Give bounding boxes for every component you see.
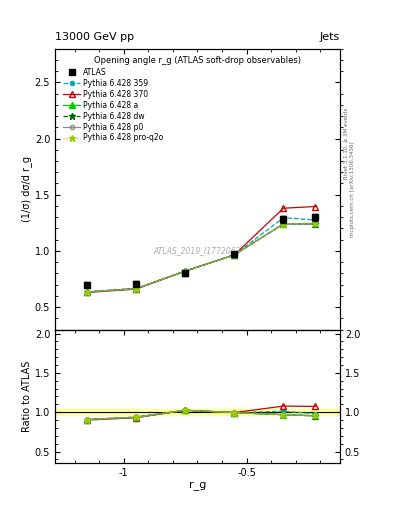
Text: ATLAS_2019_I1772062: ATLAS_2019_I1772062	[154, 246, 241, 255]
Text: 13000 GeV pp: 13000 GeV pp	[55, 32, 134, 41]
Text: mcplots.cern.ch [arXiv:1306.3436]: mcplots.cern.ch [arXiv:1306.3436]	[350, 142, 355, 237]
X-axis label: r_g: r_g	[189, 481, 206, 491]
Y-axis label: (1/σ) dσ/d r_g: (1/σ) dσ/d r_g	[21, 156, 32, 222]
Text: Jets: Jets	[320, 32, 340, 41]
Text: Opening angle r_g (ATLAS soft-drop observables): Opening angle r_g (ATLAS soft-drop obser…	[94, 56, 301, 65]
Text: Rivet 3.1.10, ≥ 3M events: Rivet 3.1.10, ≥ 3M events	[344, 108, 349, 179]
Y-axis label: Ratio to ATLAS: Ratio to ATLAS	[22, 361, 32, 432]
Legend: ATLAS, Pythia 6.428 359, Pythia 6.428 370, Pythia 6.428 a, Pythia 6.428 dw, Pyth: ATLAS, Pythia 6.428 359, Pythia 6.428 37…	[62, 67, 165, 144]
